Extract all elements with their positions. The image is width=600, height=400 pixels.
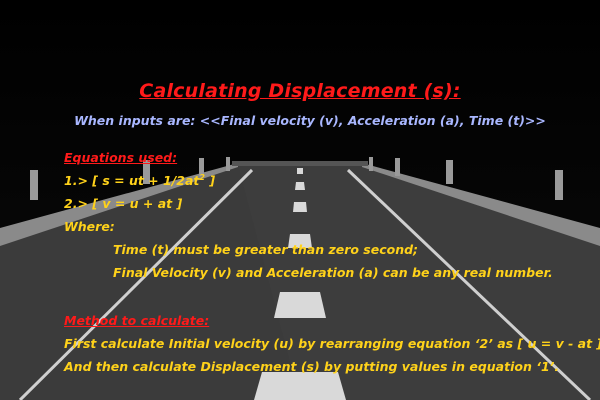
equation-1-main: 1.> [ s = ut + 1/2at — [64, 173, 200, 189]
equations-heading: Equations used: — [64, 150, 178, 165]
method-step-2: And then calculate Displacement (s) by p… — [64, 359, 560, 374]
roadside-post — [143, 160, 150, 184]
method-heading: Method to calculate: — [64, 313, 210, 328]
condition-time: Time (t) must be greater than zero secon… — [113, 242, 419, 257]
roadside-post — [369, 157, 373, 171]
equation-1-close: ] — [204, 173, 216, 189]
roadside-post — [199, 158, 204, 176]
right-guardrail — [362, 163, 600, 246]
equation-2: 2.> [ v = u + at ] — [64, 196, 183, 211]
condition-velocity-acceleration: Final Velocity (v) and Acceleration (a) … — [113, 265, 553, 280]
equation-1: 1.> [ s = ut + 1/2at2 ] — [64, 173, 215, 188]
equation-1-exponent: 2 — [199, 173, 205, 182]
where-label: Where: — [64, 219, 115, 234]
method-step-1: First calculate Initial velocity (u) by … — [64, 336, 600, 351]
left-guardrail — [0, 163, 238, 246]
roadside-post — [555, 170, 563, 200]
roadside-post — [30, 170, 38, 200]
inputs-description: When inputs are: <<Final velocity (v), A… — [74, 113, 546, 128]
lane-markings — [254, 168, 346, 400]
page-title: Calculating Displacement (s): — [139, 80, 461, 102]
road-surface — [0, 165, 600, 400]
roadside-post — [446, 160, 453, 184]
roadside-post — [226, 157, 230, 171]
roadside-post — [395, 158, 400, 176]
